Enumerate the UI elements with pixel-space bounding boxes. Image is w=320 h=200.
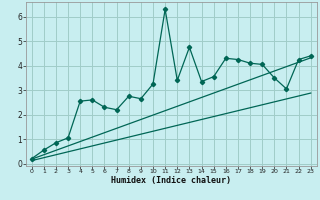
X-axis label: Humidex (Indice chaleur): Humidex (Indice chaleur) xyxy=(111,176,231,185)
